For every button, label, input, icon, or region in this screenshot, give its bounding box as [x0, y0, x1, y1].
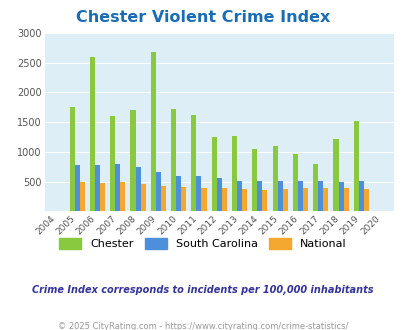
Bar	[79, 182, 85, 211]
Bar	[191, 115, 196, 211]
Bar	[176, 176, 181, 211]
Bar	[75, 165, 79, 211]
Bar	[231, 136, 237, 211]
Bar	[312, 164, 318, 211]
Bar	[130, 110, 135, 211]
Bar	[241, 189, 247, 211]
Bar	[95, 165, 100, 211]
Bar	[120, 182, 125, 211]
Bar	[150, 52, 156, 211]
Bar	[216, 178, 221, 211]
Bar	[181, 187, 186, 211]
Bar	[322, 188, 328, 211]
Bar	[338, 182, 343, 211]
Bar	[69, 107, 75, 211]
Bar	[156, 172, 160, 211]
Bar	[196, 177, 201, 211]
Bar	[160, 186, 166, 211]
Legend: Chester, South Carolina, National: Chester, South Carolina, National	[55, 234, 350, 253]
Bar	[277, 181, 282, 211]
Text: Chester Violent Crime Index: Chester Violent Crime Index	[76, 10, 329, 25]
Bar	[211, 137, 216, 211]
Bar	[297, 181, 302, 211]
Bar	[358, 181, 363, 211]
Bar	[115, 164, 120, 211]
Bar	[363, 189, 368, 211]
Bar	[272, 146, 277, 211]
Bar	[201, 188, 206, 211]
Bar	[318, 181, 322, 211]
Bar	[302, 188, 307, 211]
Bar	[292, 154, 297, 211]
Bar	[221, 188, 226, 211]
Bar	[171, 109, 176, 211]
Text: © 2025 CityRating.com - https://www.cityrating.com/crime-statistics/: © 2025 CityRating.com - https://www.city…	[58, 322, 347, 330]
Bar	[333, 139, 338, 211]
Bar	[135, 167, 140, 211]
Bar	[257, 181, 262, 211]
Bar	[282, 189, 287, 211]
Bar	[100, 183, 105, 211]
Bar	[353, 121, 358, 211]
Bar	[262, 189, 267, 211]
Text: Crime Index corresponds to incidents per 100,000 inhabitants: Crime Index corresponds to incidents per…	[32, 285, 373, 295]
Bar	[343, 188, 348, 211]
Bar	[140, 184, 145, 211]
Bar	[110, 116, 115, 211]
Bar	[90, 57, 95, 211]
Bar	[237, 181, 241, 211]
Bar	[252, 149, 257, 211]
